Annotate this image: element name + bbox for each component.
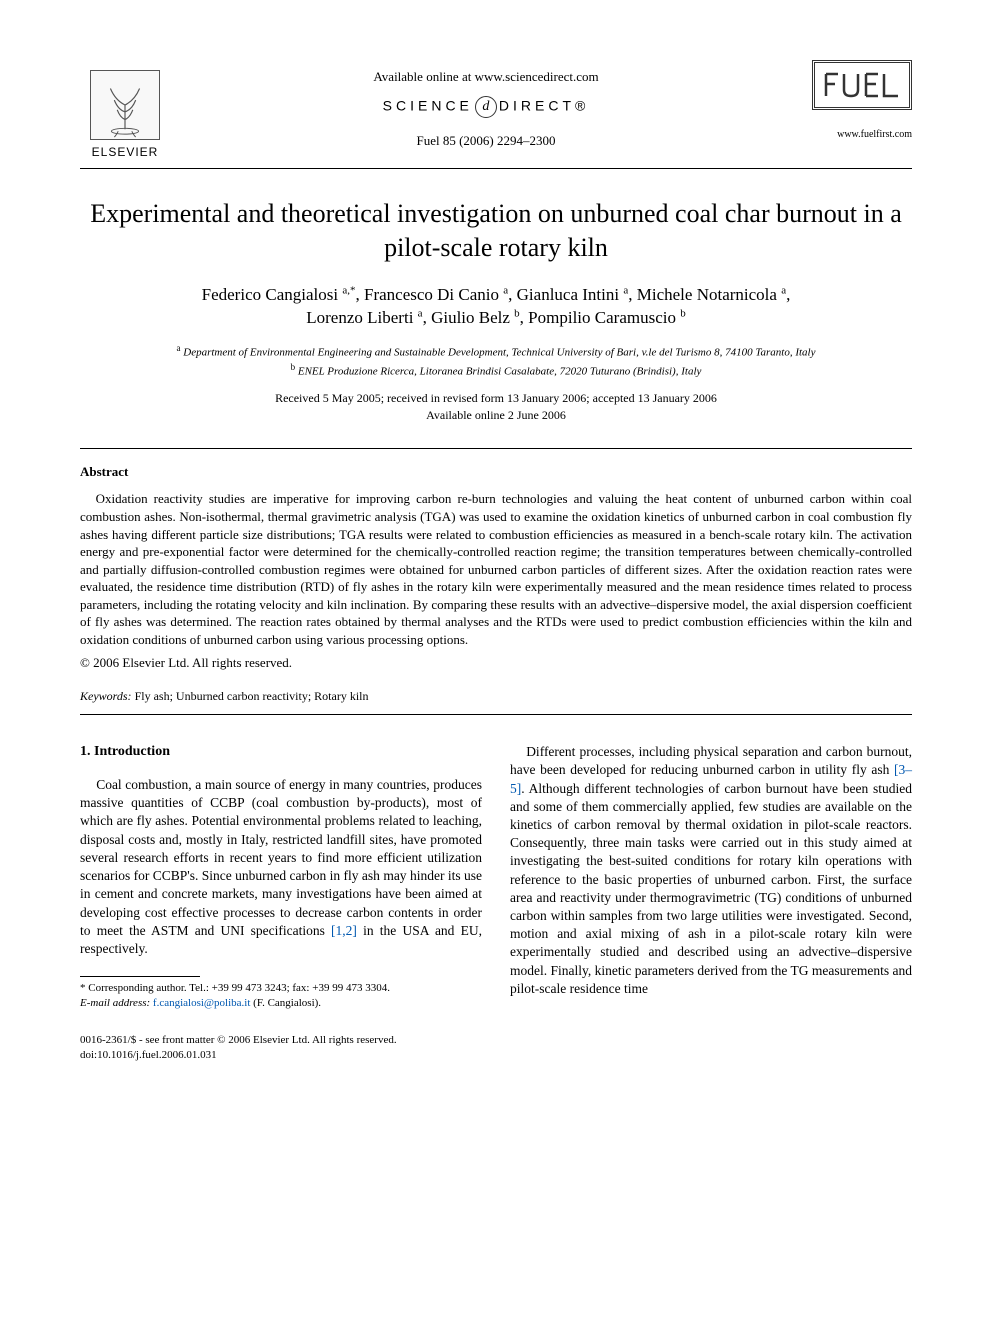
- author-list: Federico Cangialosi a,*, Francesco Di Ca…: [80, 283, 912, 331]
- abstract-heading: Abstract: [80, 463, 912, 481]
- available-online-text: Available online at www.sciencedirect.co…: [170, 68, 802, 86]
- affiliation-a: Department of Environmental Engineering …: [181, 347, 816, 359]
- author-name: Gianluca Intini: [517, 285, 624, 304]
- abstract-bottom-rule: [80, 714, 912, 715]
- author-affil-sup: a,*: [342, 284, 355, 296]
- article-title: Experimental and theoretical investigati…: [80, 197, 912, 265]
- page-footer: 0016-2361/$ - see front matter © 2006 El…: [80, 1033, 912, 1063]
- footnote-rule: [80, 976, 200, 977]
- sciencedirect-d-icon: d: [475, 96, 497, 118]
- abstract-copyright: © 2006 Elsevier Ltd. All rights reserved…: [80, 654, 912, 672]
- author-name: Pompilio Caramuscio: [528, 308, 680, 327]
- sciencedirect-right: DIRECT®: [499, 97, 589, 113]
- intro-para-2: Different processes, including physical …: [510, 743, 912, 998]
- corresponding-author-footnote: * Corresponding author. Tel.: +39 99 473…: [80, 981, 482, 1011]
- journal-logo-box: www.fuelfirst.com: [802, 60, 912, 142]
- keywords-label: Keywords:: [80, 689, 132, 703]
- keywords-text: Fly ash; Unburned carbon reactivity; Rot…: [132, 689, 369, 703]
- affiliations: a Department of Environmental Engineerin…: [80, 342, 912, 380]
- page-header: ELSEVIER Available online at www.science…: [80, 60, 912, 160]
- footer-front-matter: 0016-2361/$ - see front matter © 2006 El…: [80, 1034, 397, 1046]
- author-name: Giulio Belz: [431, 308, 514, 327]
- publisher-logo: ELSEVIER: [80, 60, 170, 160]
- keywords-line: Keywords: Fly ash; Unburned carbon react…: [80, 688, 912, 704]
- right-column: Different processes, including physical …: [510, 743, 912, 1011]
- received-dates: Received 5 May 2005; received in revised…: [275, 391, 717, 405]
- journal-url: www.fuelfirst.com: [802, 128, 912, 142]
- section-heading-intro: 1. Introduction: [80, 743, 482, 762]
- author-name: Lorenzo Liberti: [306, 308, 417, 327]
- email-label: E-mail address:: [80, 997, 150, 1009]
- author-affil-sup: b: [680, 308, 686, 320]
- corr-text: Corresponding author. Tel.: +39 99 473 3…: [86, 982, 390, 994]
- header-center: Available online at www.sciencedirect.co…: [170, 60, 802, 149]
- email-tail: (F. Cangialosi).: [250, 997, 321, 1009]
- author-name: Michele Notarnicola: [637, 285, 781, 304]
- abstract-top-rule: [80, 448, 912, 449]
- affiliation-b: ENEL Produzione Ricerca, Litoranea Brind…: [295, 366, 701, 378]
- left-column: 1. Introduction Coal combustion, a main …: [80, 743, 482, 1011]
- author-name: Francesco Di Canio: [364, 285, 503, 304]
- abstract-body: Oxidation reactivity studies are imperat…: [80, 490, 912, 648]
- journal-reference: Fuel 85 (2006) 2294–2300: [170, 132, 802, 150]
- header-rule: [80, 168, 912, 169]
- publisher-name: ELSEVIER: [92, 144, 159, 160]
- footer-doi: doi:10.1016/j.fuel.2006.01.031: [80, 1049, 217, 1061]
- online-date: Available online 2 June 2006: [426, 408, 566, 422]
- sciencedirect-left: SCIENCE: [383, 97, 473, 113]
- sciencedirect-logo: SCIENCEdDIRECT®: [170, 96, 802, 118]
- citation-link[interactable]: [1,2]: [331, 923, 357, 938]
- article-dates: Received 5 May 2005; received in revised…: [80, 390, 912, 424]
- body-columns: 1. Introduction Coal combustion, a main …: [80, 743, 912, 1011]
- fuel-logo-icon: [812, 60, 912, 110]
- intro-para-1: Coal combustion, a main source of energy…: [80, 776, 482, 958]
- elsevier-tree-icon: [90, 70, 160, 140]
- author-name: Federico Cangialosi: [202, 285, 343, 304]
- corr-email-link[interactable]: f.cangialosi@poliba.it: [150, 997, 250, 1009]
